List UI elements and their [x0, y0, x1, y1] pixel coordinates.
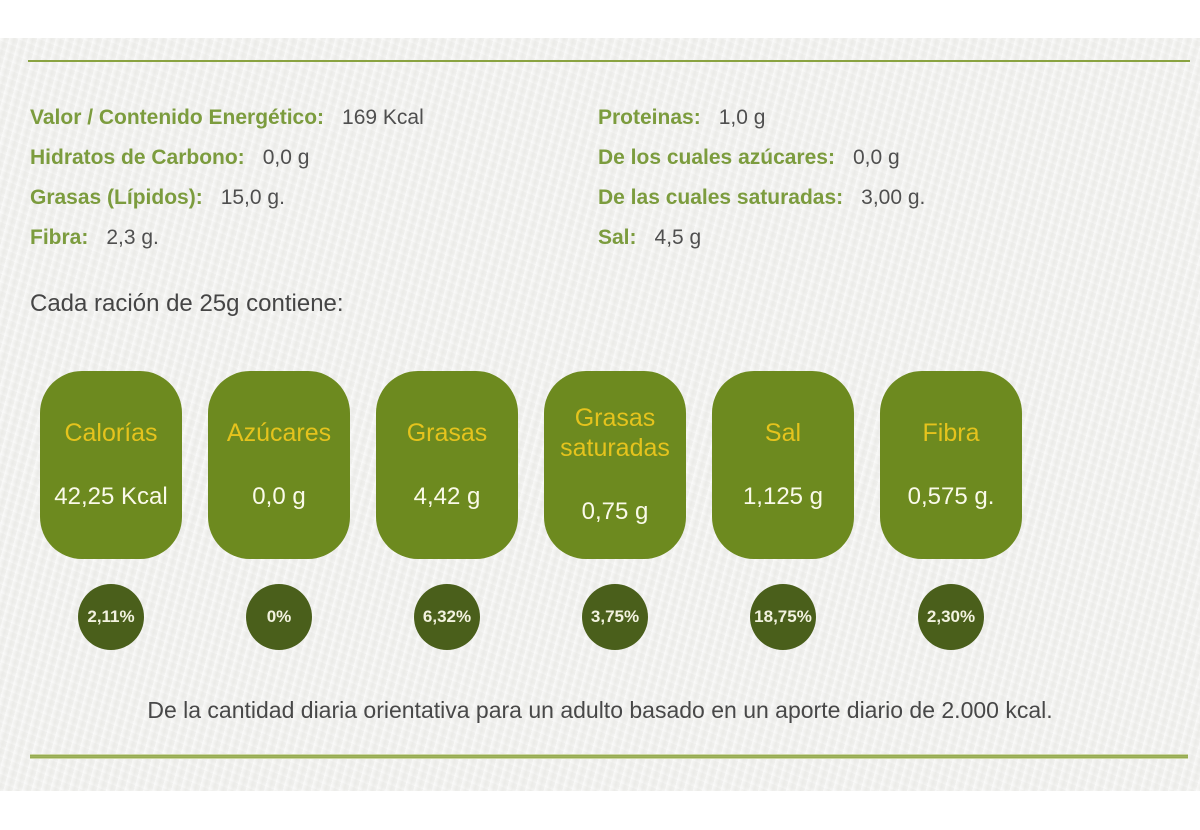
badges-row: Calorías 42,25 Kcal Azúcares 0,0 g Grasa… — [40, 371, 1022, 559]
fact-row-energia: Valor / Contenido Energético: 169 Kcal — [30, 98, 424, 138]
badge-value: 0,75 g — [581, 498, 649, 525]
fact-value: 2,3 g. — [106, 226, 159, 249]
fact-label: Sal: — [598, 226, 637, 249]
percent-value: 0% — [266, 607, 292, 626]
nutrition-facts-left-column: Valor / Contenido Energético: 169 Kcal H… — [30, 98, 424, 258]
daily-intake-note: De la cantidad diaria orientativa para u… — [147, 697, 1053, 723]
fact-row-fibra: Fibra: 2,3 g. — [30, 218, 424, 258]
percent-cell: 0% — [208, 584, 350, 650]
percent-cell: 6,32% — [376, 584, 518, 650]
badge-label: Grasas — [406, 419, 488, 447]
fact-row-grasas: Grasas (Lípidos): 15,0 g. — [30, 178, 424, 218]
percent-row: 2,11% 0% 6,32% 3,75% 18,75% — [40, 584, 1022, 650]
badge-label: Azúcares — [226, 419, 332, 447]
percent-cell: 2,30% — [880, 584, 1022, 650]
textured-panel: Valor / Contenido Energético: 169 Kcal H… — [0, 38, 1200, 791]
fact-row-azucares: De los cuales azúcares: 0,0 g — [598, 138, 925, 178]
badge-value: 0,575 g. — [907, 483, 995, 510]
fact-value: 4,5 g — [654, 226, 702, 249]
serving-heading: Cada ración de 25g contiene: — [30, 290, 344, 317]
badge-label: Fibra — [922, 419, 980, 447]
fact-value: 0,0 g — [262, 146, 310, 169]
fact-label: De los cuales azúcares: — [598, 146, 835, 169]
percent-cell: 3,75% — [544, 584, 686, 650]
percent-value: 2,30% — [926, 607, 976, 626]
fact-label: Grasas (Lípidos): — [30, 186, 203, 209]
badge-label: Calorías — [64, 419, 158, 447]
percent-circle-fibra: 2,30% — [918, 584, 984, 650]
fact-row-proteinas: Proteinas: 1,0 g — [598, 98, 925, 138]
percent-circle-grasas-saturadas: 3,75% — [582, 584, 648, 650]
badge-grasas: Grasas 4,42 g — [376, 371, 518, 559]
fact-row-saturadas: De las cuales saturadas: 3,00 g. — [598, 178, 925, 218]
badge-label: Sal — [764, 419, 802, 447]
badge-value: 0,0 g — [252, 483, 306, 510]
percent-circle-calorias: 2,11% — [78, 584, 144, 650]
percent-value: 18,75% — [754, 607, 812, 626]
percent-value: 2,11% — [87, 607, 135, 626]
badge-fibra: Fibra 0,575 g. — [880, 371, 1022, 559]
badge-sal: Sal 1,125 g — [712, 371, 854, 559]
percent-cell: 2,11% — [40, 584, 182, 650]
fact-value: 0,0 g — [852, 146, 900, 169]
fact-value: 15,0 g. — [220, 186, 285, 209]
percent-value: 3,75% — [590, 607, 640, 626]
badge-calorias: Calorías 42,25 Kcal — [40, 371, 182, 559]
fact-value: 169 Kcal — [342, 106, 424, 129]
fact-label: Valor / Contenido Energético: — [30, 106, 325, 129]
badge-label: Grasas saturadas — [560, 404, 670, 462]
badge-value: 42,25 Kcal — [54, 483, 168, 510]
bottom-divider — [30, 754, 1188, 759]
fact-row-sal: Sal: 4,5 g — [598, 218, 925, 258]
fact-label: Hidratos de Carbono: — [30, 146, 245, 169]
percent-circle-azucares: 0% — [246, 584, 312, 650]
fact-value: 3,00 g. — [861, 186, 926, 209]
fact-label: Fibra: — [30, 226, 89, 249]
top-divider — [28, 60, 1190, 62]
fact-label: Proteinas: — [598, 106, 701, 129]
fact-value: 1,0 g — [718, 106, 766, 129]
badge-azucares: Azúcares 0,0 g — [208, 371, 350, 559]
badge-value: 4,42 g — [413, 483, 481, 510]
percent-circle-sal: 18,75% — [750, 584, 816, 650]
fact-label: De las cuales saturadas: — [598, 186, 844, 209]
fact-row-hidratos: Hidratos de Carbono: 0,0 g — [30, 138, 424, 178]
badge-grasas-saturadas: Grasas saturadas 0,75 g — [544, 371, 686, 559]
nutrition-facts-right-column: Proteinas: 1,0 g De los cuales azúcares:… — [598, 98, 925, 258]
percent-value: 6,32% — [422, 607, 472, 626]
percent-cell: 18,75% — [712, 584, 854, 650]
badge-value: 1,125 g — [742, 483, 824, 510]
percent-circle-grasas: 6,32% — [414, 584, 480, 650]
